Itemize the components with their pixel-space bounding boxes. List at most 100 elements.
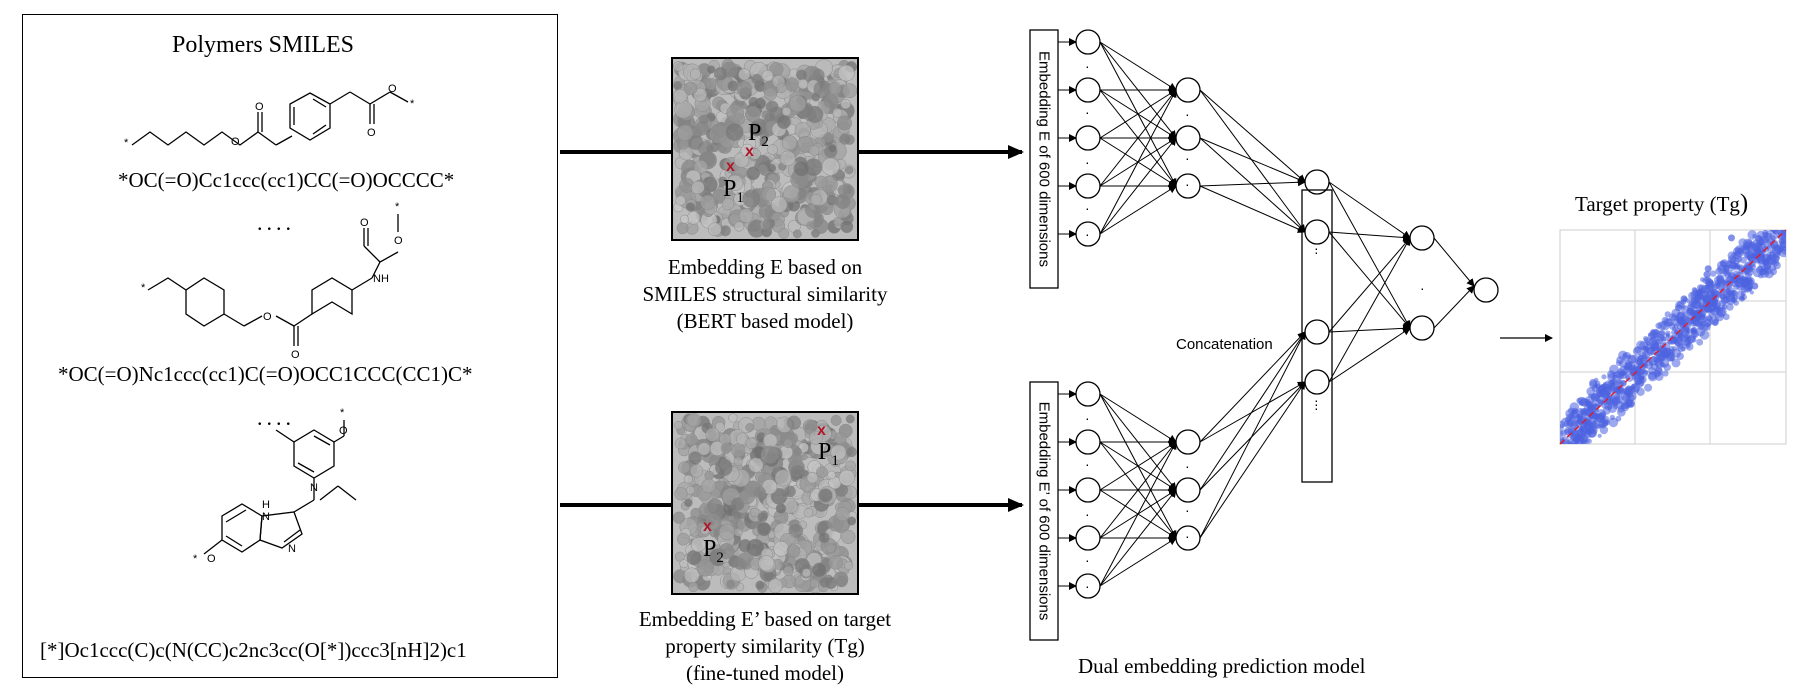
embedding-texture-circle (808, 430, 824, 445)
embedding-texture-circle (788, 523, 804, 539)
embedding-texture-circle (810, 194, 822, 206)
scatter-point (1745, 282, 1753, 290)
scatter-point (1662, 370, 1669, 377)
embedding-e-prime-p1-label: P1 (818, 439, 839, 469)
scatter-point (1592, 403, 1597, 408)
embedding-texture-circle (676, 222, 689, 235)
embedding-texture-circle (676, 532, 690, 546)
embedding-texture-circle (819, 576, 831, 588)
input-label-box-bottom (1029, 381, 1059, 641)
scatter-point (1601, 374, 1607, 380)
scatter-point (1586, 387, 1596, 396)
embedding-texture-circle (770, 196, 788, 213)
network-ellipsis-dot: · (1085, 104, 1090, 120)
embedding-texture-circle (725, 123, 744, 141)
network-node (1175, 429, 1201, 455)
ellipsis-2: .... (257, 405, 295, 430)
embedding-texture-circle (830, 414, 842, 426)
network-footer: Dual embedding prediction model (1078, 654, 1366, 678)
embedding-texture-circle (797, 189, 807, 200)
embedding-texture-circle (767, 578, 783, 594)
scatter-point (1710, 307, 1720, 316)
embedding-texture-circle (811, 92, 821, 102)
network-node (1075, 77, 1101, 103)
scatter-point (1593, 413, 1600, 420)
scatter-point (1557, 448, 1565, 456)
embedding-texture-circle (832, 108, 843, 118)
scatter-point (1563, 448, 1569, 454)
embedding-texture-circle (719, 225, 731, 237)
embedding-texture-circle (718, 543, 735, 560)
network-edge (1328, 327, 1411, 383)
embedding-texture-circle (683, 81, 698, 96)
scatter-point (1737, 265, 1743, 271)
scatter-point (1564, 451, 1571, 458)
network-ellipsis-dot: · (1085, 506, 1090, 522)
scatter-point (1692, 335, 1697, 340)
scatter-point (1781, 213, 1788, 220)
scatter-point (1625, 360, 1636, 371)
scatter-point (1781, 230, 1786, 231)
scatter-point (1598, 389, 1604, 394)
scatter-point (1762, 258, 1770, 266)
scatter-point (1728, 234, 1735, 242)
embedding-texture-circle (827, 470, 836, 480)
fit-line (1559, 229, 1787, 445)
scatter-point (1665, 332, 1670, 338)
embedding-texture-circle (837, 115, 852, 131)
embedding-texture-circle (814, 175, 828, 189)
embedding-e-plot (671, 57, 859, 241)
scatter-point (1741, 245, 1751, 254)
embedding-texture-circle (693, 160, 708, 175)
embedding-texture-circle (845, 460, 856, 472)
embedding-texture-circle (818, 488, 833, 503)
embedding-texture-circle (842, 83, 858, 99)
network-ellipsis-dot: · (1085, 58, 1090, 74)
network-node (1304, 319, 1330, 345)
mol1-oxygen-ester-2: O (388, 83, 397, 95)
scatter-point (1763, 230, 1769, 231)
network-node (1075, 125, 1101, 151)
embedding-texture-circle (674, 487, 688, 501)
embedding-texture-circle (797, 78, 809, 90)
embedding-texture-circle (727, 174, 744, 191)
embedding-texture-circle (776, 82, 787, 94)
scatter-point (1740, 290, 1746, 296)
mol3-nh-h: H (262, 499, 270, 511)
embedding-texture-circle (745, 423, 755, 432)
embedding-texture-circle (706, 65, 716, 74)
embedding-texture-circle (761, 69, 774, 82)
network-edge (1199, 331, 1306, 539)
network-ellipsis-dot: · (1085, 200, 1090, 216)
concatenation-label: Concatenation (1176, 336, 1273, 353)
embedding-texture-circle (844, 561, 854, 570)
network-edge (1199, 331, 1306, 491)
scatter-point (1622, 353, 1628, 358)
embedding-texture-circle (726, 579, 736, 589)
scatter-point (1691, 327, 1697, 333)
scatter-point (1748, 278, 1753, 283)
scatter-point (1608, 417, 1619, 428)
scatter-point (1699, 330, 1710, 340)
embedding-e-prime-plot (671, 411, 859, 595)
scatter-point (1769, 213, 1776, 220)
network-edge (1199, 89, 1306, 233)
embedding-texture-circle (684, 498, 693, 508)
scatter-point (1615, 385, 1625, 394)
mol2-oxygen-carbonyl: O (291, 349, 300, 361)
scatter-point (1634, 357, 1643, 365)
embedding-texture-circle (841, 529, 856, 545)
embedding-texture-circle (839, 133, 851, 145)
polymers-panel (22, 14, 558, 678)
embedding-texture-circle (796, 69, 808, 81)
embedding-texture-circle (844, 165, 854, 175)
embedding-e-prime-p1-marker: x (817, 422, 826, 439)
scatter-point (1560, 429, 1568, 437)
scatter-point (1734, 263, 1739, 268)
scatter-point (1696, 338, 1704, 346)
embedding-texture-circle (789, 95, 807, 113)
embedding-texture-circle (686, 413, 702, 428)
embedding-texture-circle (674, 437, 687, 450)
polymers-panel-title: Polymers SMILES (172, 32, 355, 58)
scatter-point (1776, 223, 1782, 229)
